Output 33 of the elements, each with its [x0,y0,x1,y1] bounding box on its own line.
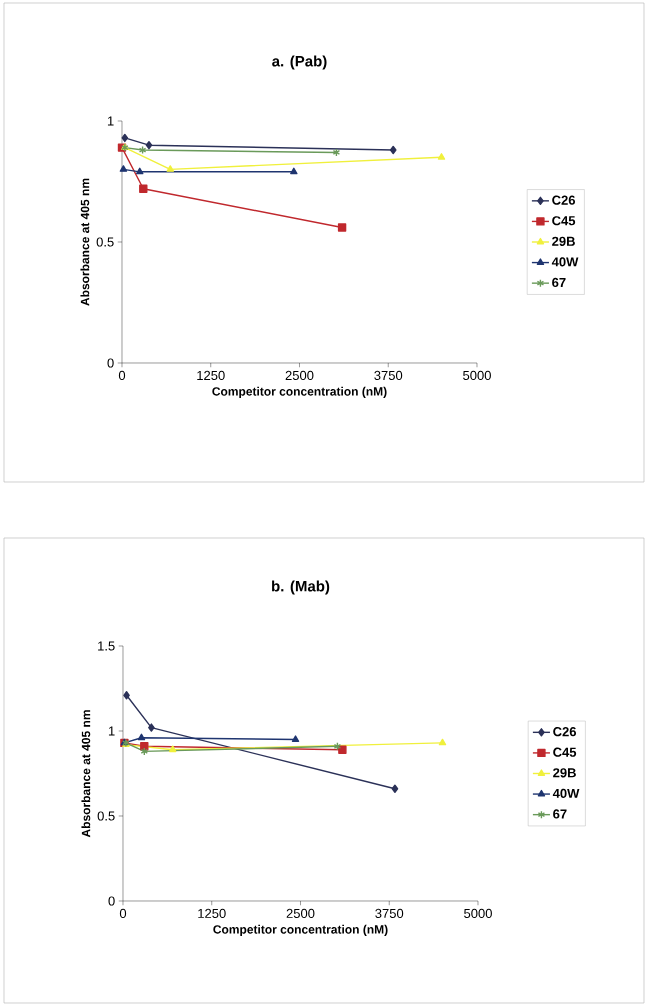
legend-label: 67 [553,809,567,819]
x-tick-label: 1250 [198,908,226,918]
x-tick-label: 1250 [197,370,225,380]
x-tick-label: 5000 [463,370,491,380]
x-axis-title: Competitor concentration (nM) [213,924,388,937]
legend-label: 29B [552,236,575,246]
x-tick-label: 2500 [285,370,314,380]
legend-label: 40W [551,257,579,267]
legend-label: 29B [553,768,576,778]
y-tick-label: 1 [108,726,115,736]
legend-label: C45 [552,216,576,226]
x-tick-label: 2500 [286,908,315,918]
x-axis-title: Competitor concentration (nM) [212,386,387,399]
legend-label: 67 [552,277,566,288]
legend-label: 40W [552,788,580,798]
x-tick-label: 0 [118,370,126,380]
y-axis-title: Absorbance at 405 nm [80,178,90,306]
chart-title: a. (Pab) [272,55,327,70]
chart-title: b. (Mab) [272,580,330,595]
y-tick-label: 0 [107,358,114,368]
y-tick-label: 0.5 [96,237,114,247]
y-tick-label: 0 [108,896,115,906]
legend-label: C26 [553,727,577,737]
x-tick-label: 3750 [375,908,404,918]
x-tick-label: 3750 [374,370,403,380]
legend-label: C45 [553,747,577,757]
y-tick-label: 0.5 [97,811,115,821]
x-tick-label: 0 [119,908,127,918]
y-tick-label: 1.5 [98,641,115,651]
y-tick-label: 1 [107,116,114,126]
x-tick-label: 5000 [464,908,492,918]
y-axis-title: Absorbance at 405 nm [81,710,91,838]
legend-label: C26 [552,195,576,205]
